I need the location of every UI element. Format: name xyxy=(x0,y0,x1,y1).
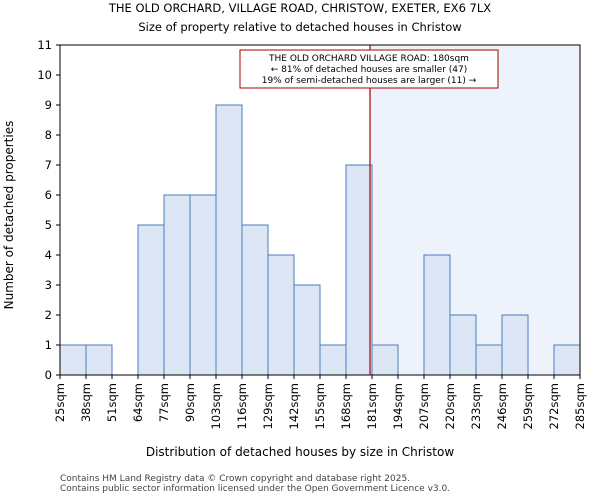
histogram-bar xyxy=(553,344,581,376)
x-tick-label: 233sqm xyxy=(469,383,483,429)
histogram-bar xyxy=(371,344,399,376)
x-tick-label: 142sqm xyxy=(287,383,301,429)
x-tick-label: 90sqm xyxy=(183,383,197,422)
plot-area: 0 1 2 3 4 5 6 7 8 9 10 11 25sqm 38sqm 51sqm 64sqm 77sqm 9… xyxy=(37,38,587,429)
y-tick-label: 9 xyxy=(45,98,52,112)
x-tick-label: 103sqm xyxy=(209,383,223,429)
x-tick-label: 168sqm xyxy=(339,383,353,429)
histogram-bar xyxy=(449,314,477,376)
histogram-bar xyxy=(267,254,295,376)
annotation-line: THE OLD ORCHARD VILLAGE ROAD: 180sqm xyxy=(268,54,469,64)
x-tick-label: 155sqm xyxy=(313,383,327,429)
annotation-line: ← 81% of detached houses are smaller (47… xyxy=(271,65,468,75)
x-tick-label: 77sqm xyxy=(157,383,171,422)
footer-licence: Contains public sector information licen… xyxy=(60,484,451,494)
histogram-bar xyxy=(85,344,113,376)
x-axis-title: Distribution of detached houses by size … xyxy=(146,445,454,459)
y-tick-label: 3 xyxy=(45,278,52,292)
y-tick-label: 5 xyxy=(45,218,52,232)
histogram-bar xyxy=(293,284,321,376)
annotation-line: 19% of semi-detached houses are larger (… xyxy=(262,76,477,86)
y-tick-label: 10 xyxy=(37,68,52,82)
x-tick-label: 194sqm xyxy=(391,383,405,429)
histogram-bar xyxy=(163,194,191,376)
histogram-bar xyxy=(423,254,451,376)
y-tick-label: 11 xyxy=(37,38,52,52)
x-tick-label: 220sqm xyxy=(443,383,457,429)
x-tick-label: 116sqm xyxy=(235,383,249,429)
x-tick-label: 25sqm xyxy=(53,383,67,422)
x-tick-label: 272sqm xyxy=(547,383,561,429)
y-tick-label: 0 xyxy=(45,368,52,382)
histogram-bar xyxy=(137,224,165,376)
footer-copyright: Contains HM Land Registry data © Crown c… xyxy=(60,474,411,484)
x-tick-label: 181sqm xyxy=(365,383,379,429)
x-tick-label: 207sqm xyxy=(417,383,431,429)
y-tick-label: 8 xyxy=(45,128,52,142)
x-tick-label: 38sqm xyxy=(79,383,93,422)
histogram-bar xyxy=(241,224,269,376)
y-axis-title: Number of detached properties xyxy=(2,121,16,310)
x-tick-label: 64sqm xyxy=(131,383,145,422)
x-tick-label: 259sqm xyxy=(521,383,535,429)
histogram-bar xyxy=(215,104,243,376)
histogram-bar xyxy=(59,344,87,376)
x-tick-label: 51sqm xyxy=(105,383,119,422)
y-tick-label: 2 xyxy=(45,308,52,322)
x-tick-label: 246sqm xyxy=(495,383,509,429)
histogram-bar xyxy=(189,194,217,376)
x-tick-label: 285sqm xyxy=(573,383,587,429)
x-tick-label: 129sqm xyxy=(261,383,275,429)
y-tick-label: 1 xyxy=(45,338,52,352)
histogram-bar xyxy=(501,314,529,376)
histogram-bar xyxy=(319,344,347,376)
chart-title: THE OLD ORCHARD, VILLAGE ROAD, CHRISTOW,… xyxy=(108,1,491,15)
histogram-bar xyxy=(345,164,373,376)
y-tick-label: 4 xyxy=(45,248,52,262)
y-tick-label: 6 xyxy=(45,188,52,202)
y-tick-label: 7 xyxy=(45,158,52,172)
histogram-bar xyxy=(475,344,503,376)
chart-subtitle: Size of property relative to detached ho… xyxy=(138,20,461,34)
annotation-box xyxy=(239,49,499,89)
